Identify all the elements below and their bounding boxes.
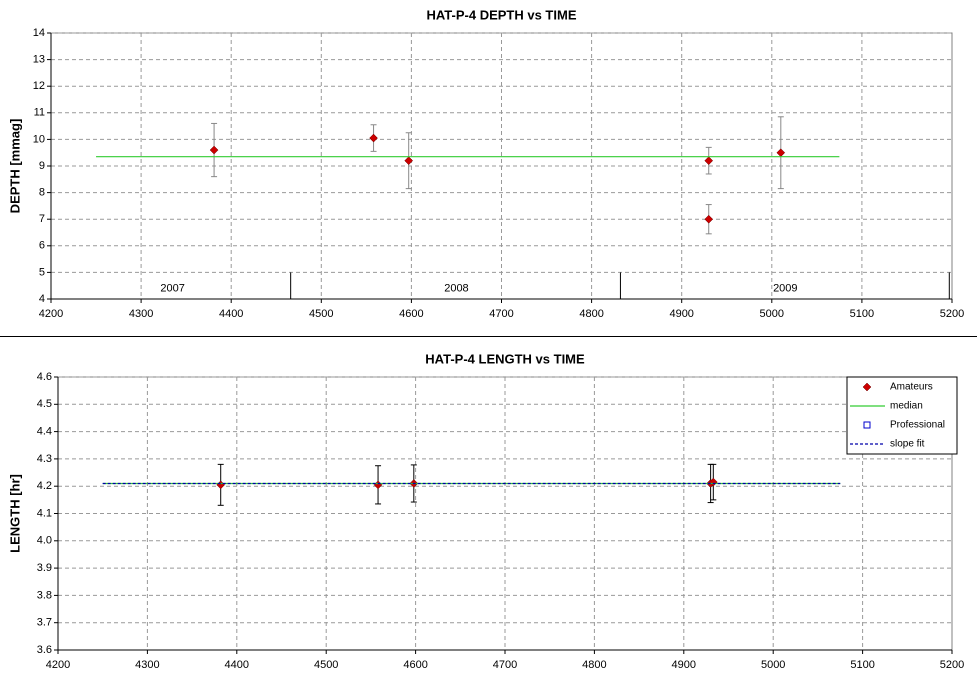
y-tick-label: 4.5 xyxy=(37,398,52,410)
y-tick-label: 3.6 xyxy=(37,644,52,656)
x-tick-label: 4600 xyxy=(403,659,427,671)
point xyxy=(704,214,714,224)
y-tick-label: 4.6 xyxy=(37,371,52,383)
y-tick-label: 11 xyxy=(34,107,45,119)
year-label: 2009 xyxy=(773,282,797,294)
y-tick-label: 7 xyxy=(39,213,45,225)
x-tick-label: 4600 xyxy=(399,308,423,320)
y-tick-label: 13 xyxy=(33,54,45,66)
x-tick-label: 5100 xyxy=(850,659,874,671)
x-tick-label: 4700 xyxy=(493,659,517,671)
y-tick-label: 4 xyxy=(39,293,45,305)
y-tick-label: 9 xyxy=(39,160,45,172)
x-tick-label: 4700 xyxy=(489,308,513,320)
y-tick-label: 3.8 xyxy=(37,589,52,601)
point xyxy=(404,156,414,166)
x-tick-label: 4900 xyxy=(672,659,696,671)
y-axis-label: DEPTH [mmag] xyxy=(7,119,22,214)
y-tick-label: 4.0 xyxy=(37,535,52,547)
legend-label: slope fit xyxy=(890,439,925,450)
y-tick-label: 4.4 xyxy=(37,426,52,438)
legend-label: Professional xyxy=(890,420,945,431)
y-tick-label: 5 xyxy=(39,266,45,278)
y-tick-label: 14 xyxy=(33,27,45,39)
y-tick-label: 8 xyxy=(39,187,45,199)
x-tick-label: 4400 xyxy=(219,308,243,320)
y-tick-label: 10 xyxy=(33,133,45,145)
y-tick-label: 6 xyxy=(39,240,45,252)
x-tick-label: 5200 xyxy=(940,308,964,320)
point xyxy=(369,133,378,143)
x-tick-label: 5100 xyxy=(850,308,874,320)
y-tick-label: 3.9 xyxy=(37,562,52,574)
legend-label: Amateurs xyxy=(890,382,933,393)
year-label: 2008 xyxy=(444,282,468,294)
y-axis-label: LENGTH [hr] xyxy=(7,474,22,553)
x-tick-label: 4500 xyxy=(309,308,333,320)
y-tick-label: 4.3 xyxy=(37,453,52,465)
y-tick-label: 12 xyxy=(33,80,45,92)
x-tick-label: 4300 xyxy=(129,308,153,320)
legend-swatch xyxy=(863,421,871,429)
x-tick-label: 5200 xyxy=(940,659,964,671)
legend-label: median xyxy=(890,401,923,412)
y-tick-label: 3.7 xyxy=(37,617,52,629)
y-tick-label: 4.2 xyxy=(37,480,52,492)
point xyxy=(708,477,718,487)
x-tick-label: 4800 xyxy=(582,659,606,671)
year-label: 2007 xyxy=(160,282,184,294)
x-tick-label: 4800 xyxy=(579,308,603,320)
y-tick-label: 4.1 xyxy=(37,507,52,519)
x-tick-label: 4900 xyxy=(669,308,693,320)
chart-title: HAT-P-4 LENGTH vs TIME xyxy=(425,351,585,366)
x-tick-label: 4200 xyxy=(39,308,63,320)
point xyxy=(704,156,714,166)
legend-swatch xyxy=(862,382,872,392)
x-tick-label: 4400 xyxy=(225,659,249,671)
x-tick-label: 4500 xyxy=(314,659,338,671)
legend xyxy=(846,376,958,455)
x-tick-label: 4300 xyxy=(135,659,159,671)
x-tick-label: 4200 xyxy=(46,659,70,671)
x-tick-label: 5000 xyxy=(761,659,785,671)
chart-title: HAT-P-4 DEPTH vs TIME xyxy=(426,7,576,22)
point xyxy=(209,145,219,155)
x-tick-label: 5000 xyxy=(760,308,784,320)
